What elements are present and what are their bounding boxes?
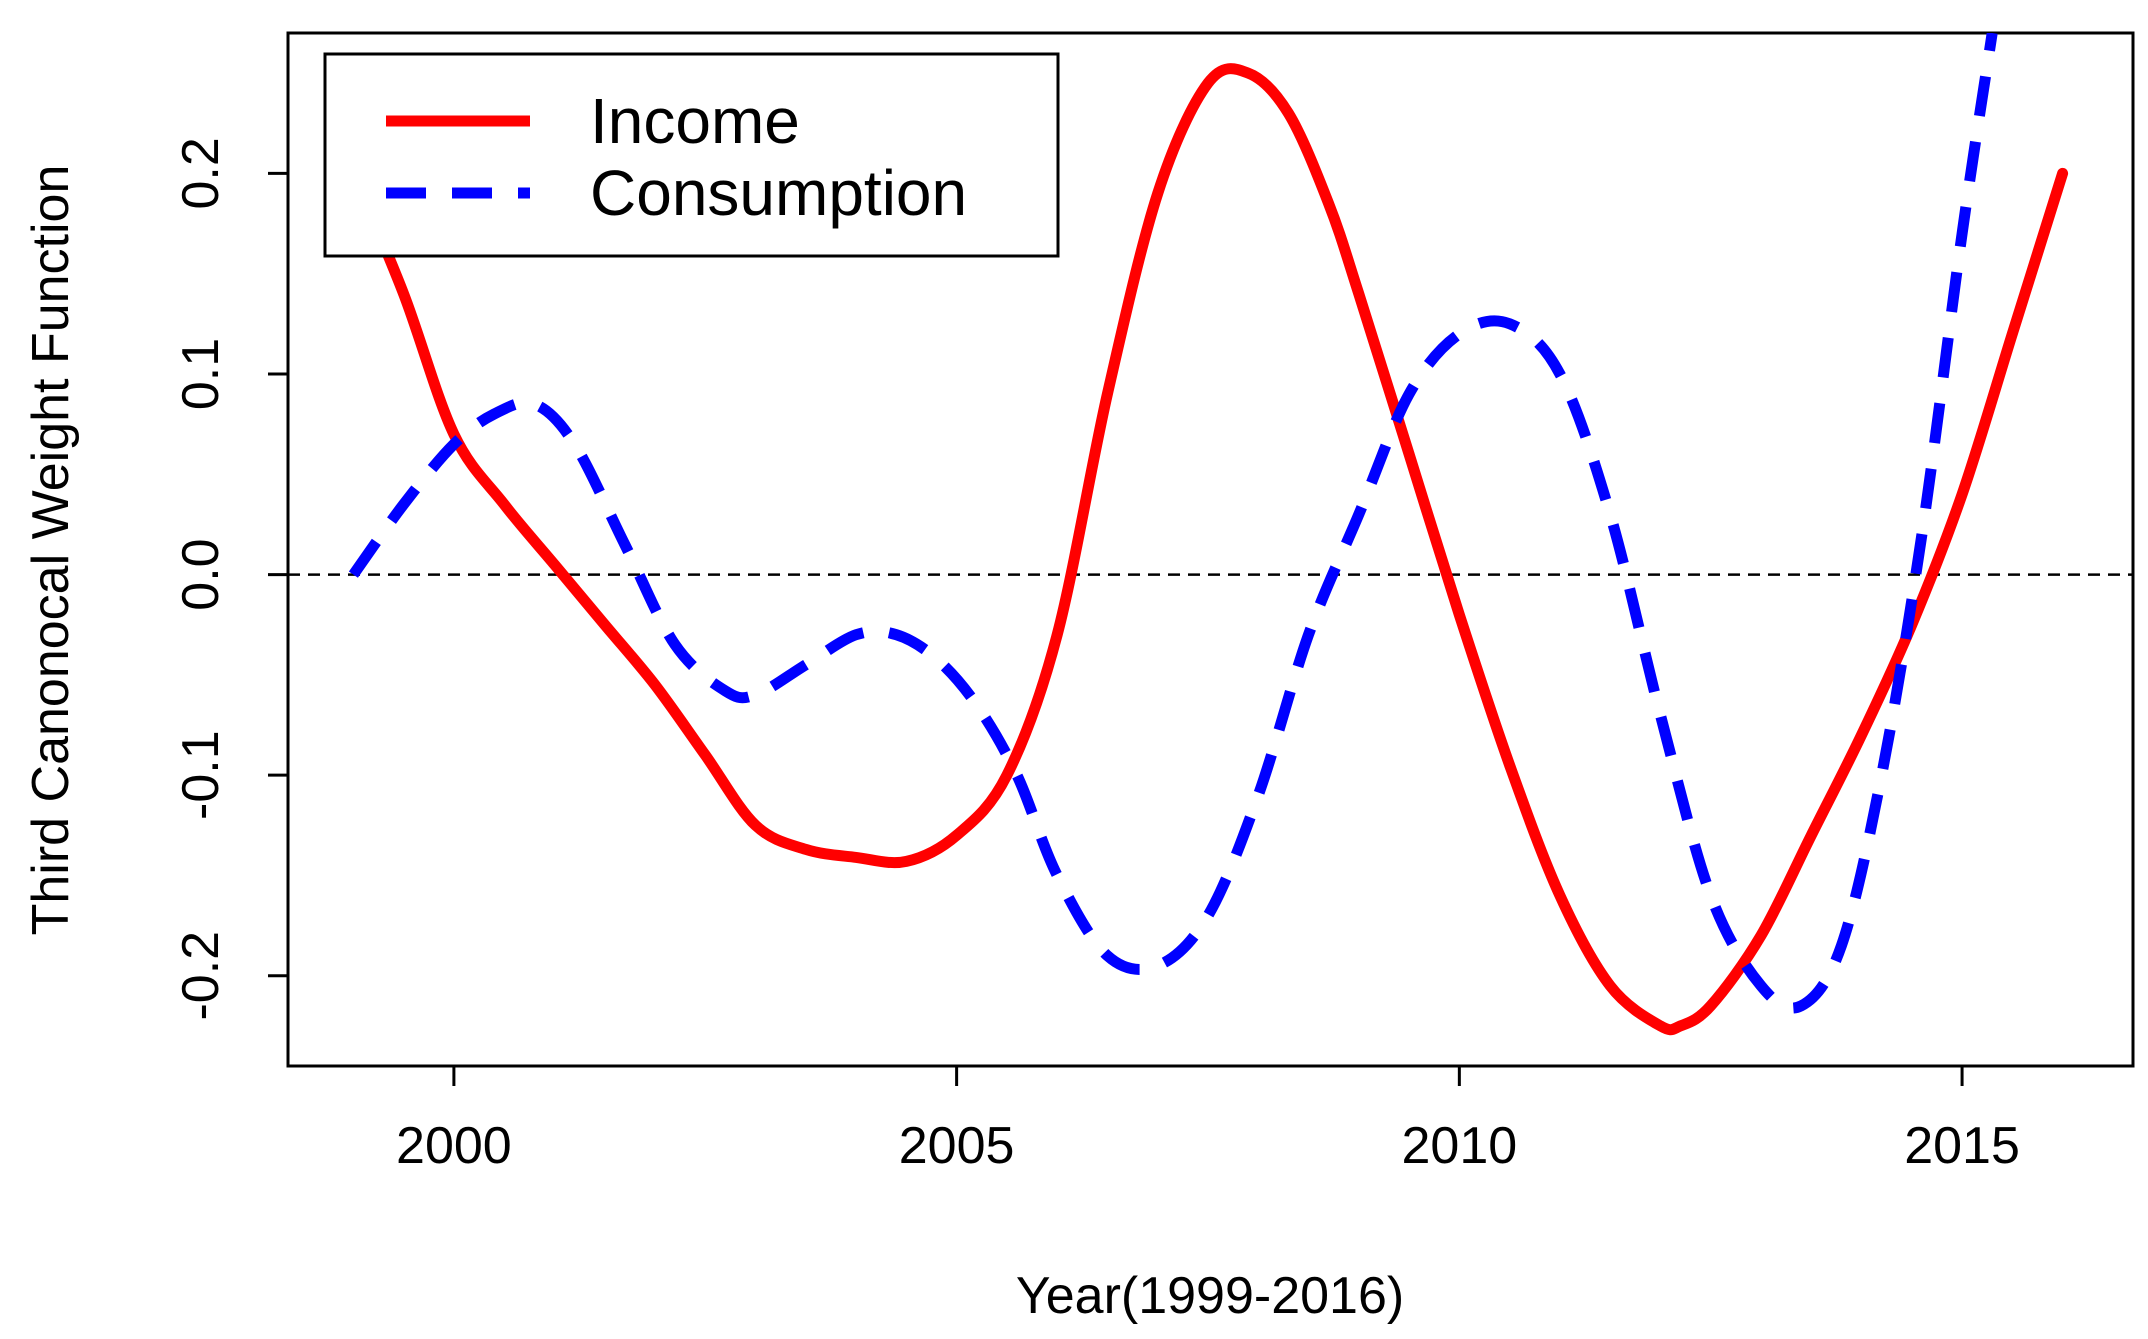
legend-label-consumption: Consumption — [590, 157, 967, 229]
legend: Income Consumption — [323, 52, 1060, 258]
consumption-series-line — [348, 33, 1998, 1014]
x-tick-label: 2015 — [1904, 1117, 2020, 1175]
y-tick-label: 0.0 — [172, 538, 230, 610]
legend-label-income: Income — [590, 85, 800, 157]
y-axis: -0.2 -0.1 0.0 0.1 0.2 — [172, 137, 288, 1021]
x-axis-title: Year(1999-2016) — [1016, 1267, 1404, 1325]
legend-box — [323, 52, 1060, 258]
y-tick-label: 0.2 — [172, 137, 230, 209]
y-tick-label: -0.2 — [172, 931, 230, 1021]
income-series-line — [347, 63, 2069, 1036]
y-tick-label: -0.1 — [172, 730, 230, 820]
x-tick-label: 2010 — [1402, 1117, 1518, 1175]
x-axis: 2000 2005 2010 2015 — [396, 1066, 2020, 1175]
y-tick-label: 0.1 — [172, 338, 230, 410]
x-tick-label: 2005 — [899, 1117, 1015, 1175]
x-tick-label: 2000 — [396, 1117, 512, 1175]
plot-frame — [286, 31, 2135, 1068]
y-axis-title: Third Canonocal Weight Function — [22, 165, 80, 936]
